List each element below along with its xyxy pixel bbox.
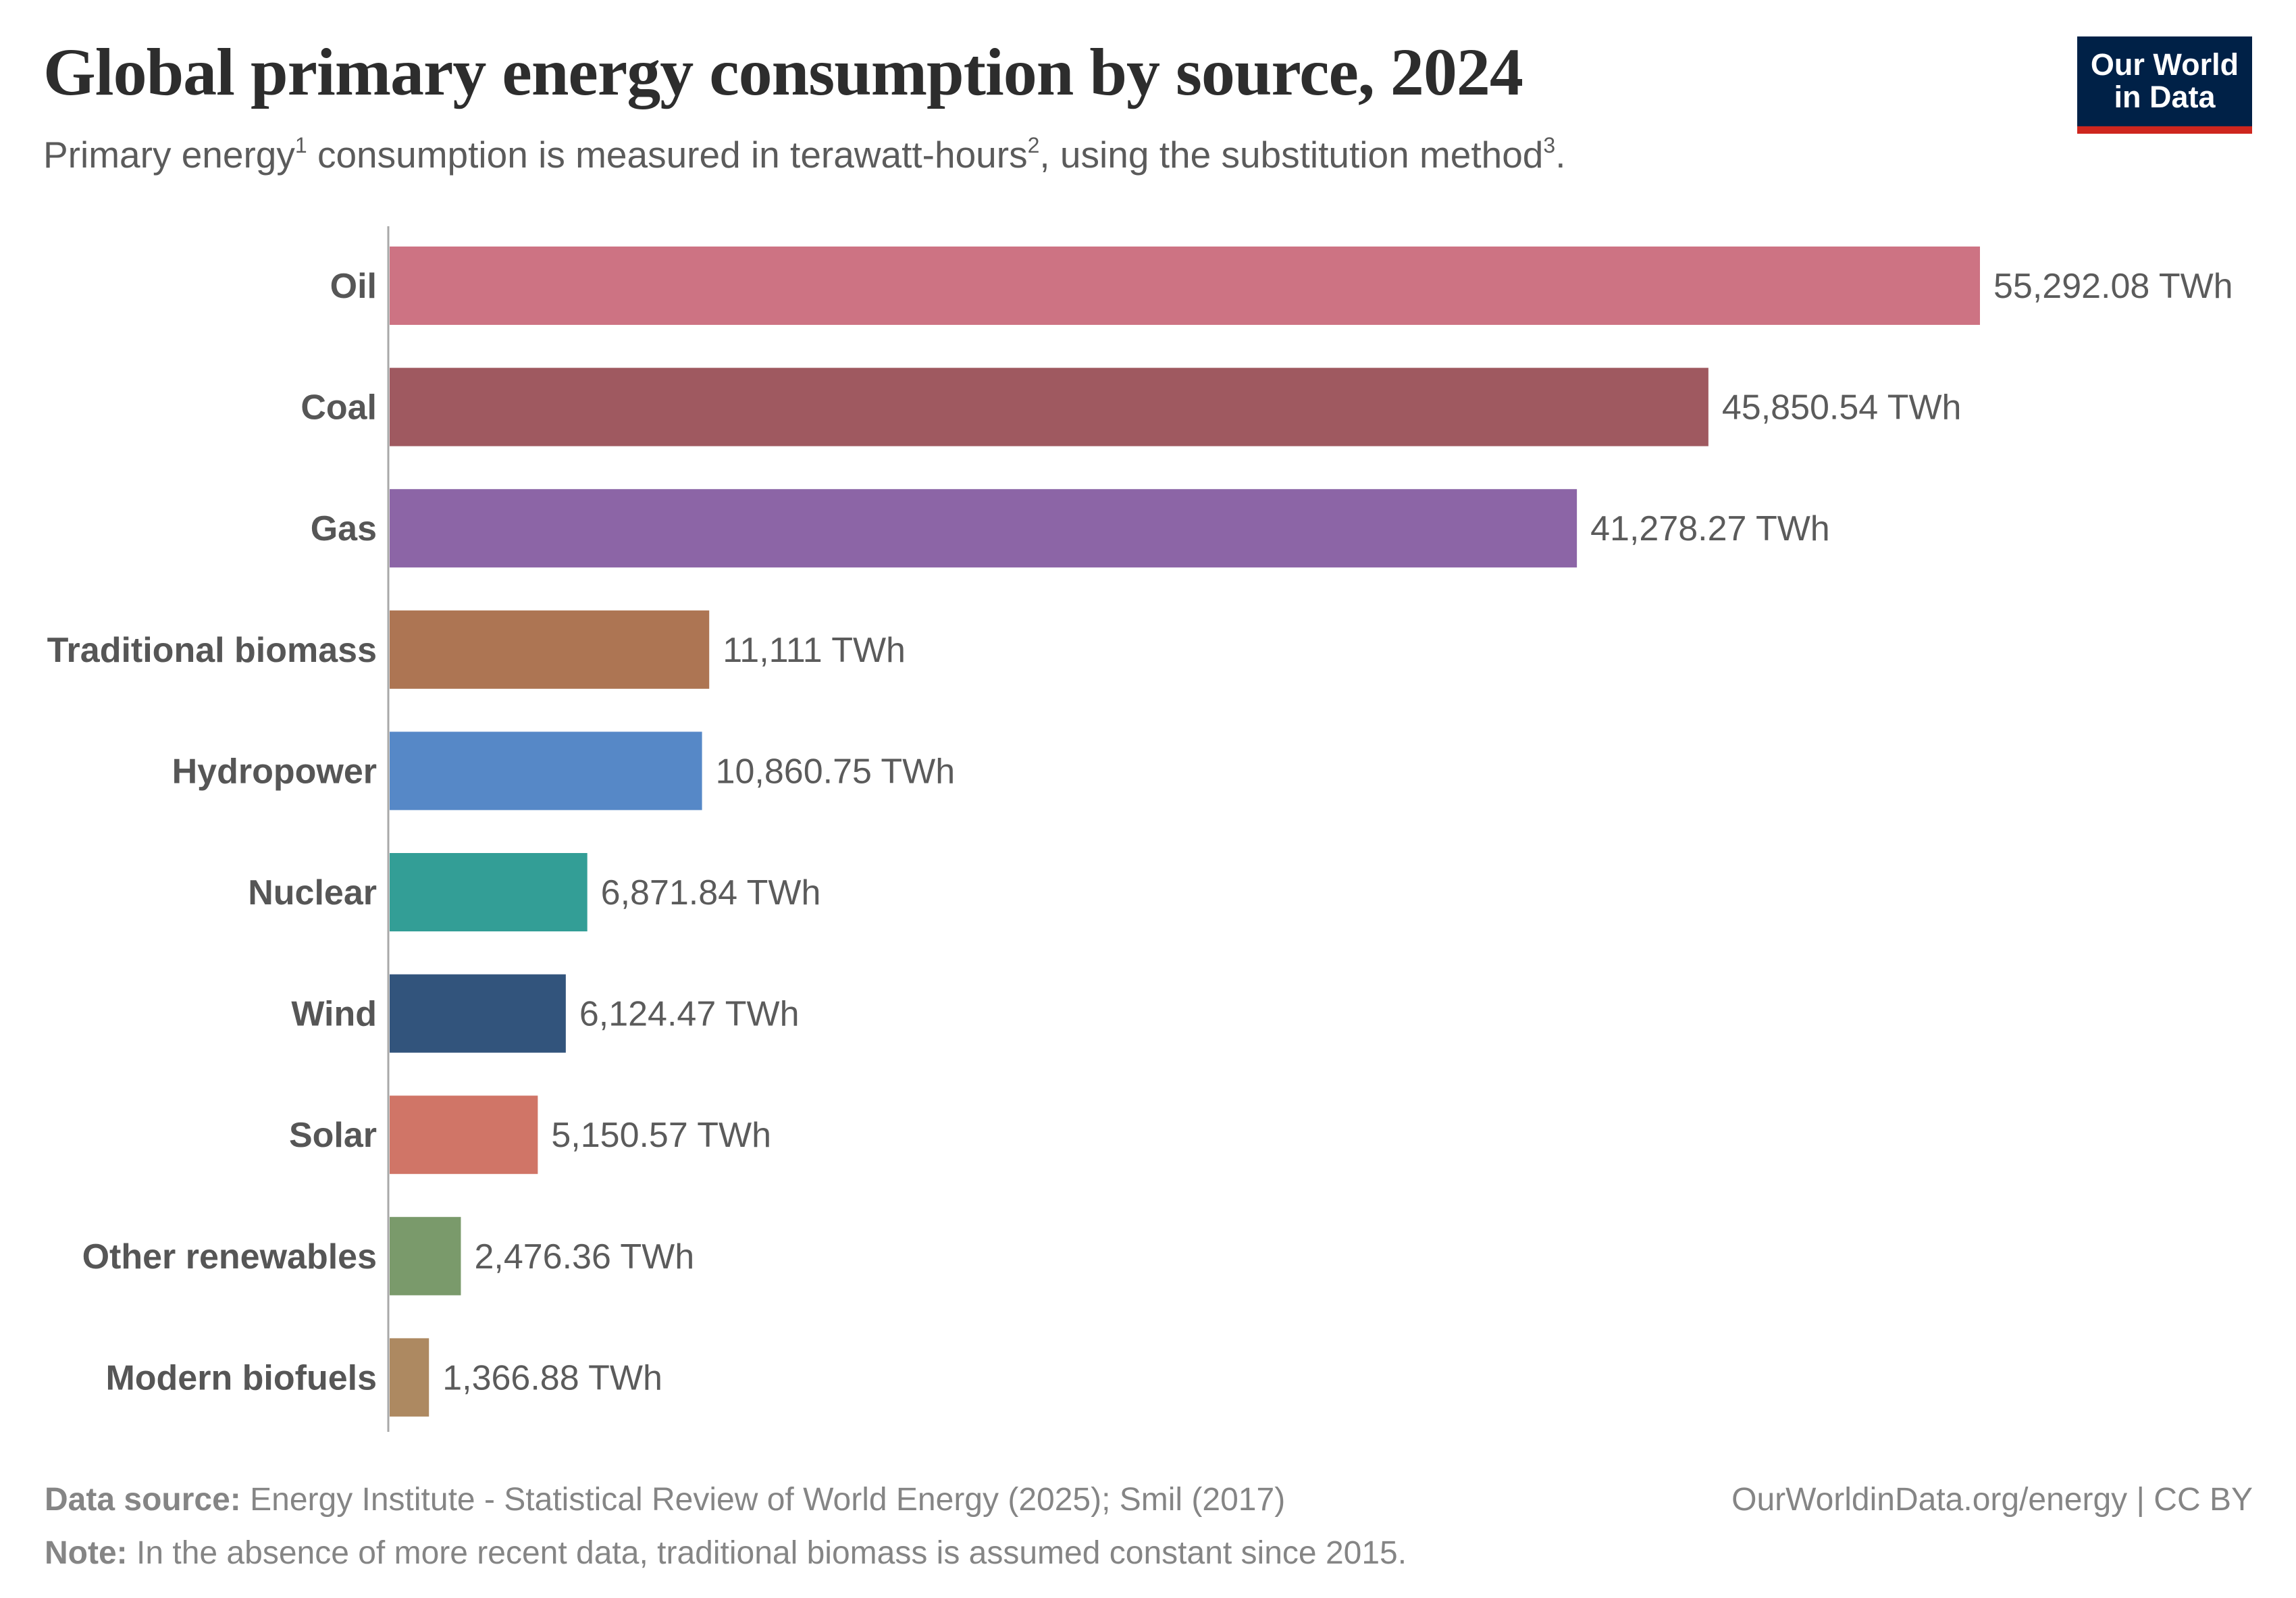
credit-link[interactable]: OurWorldinData.org/energy | CC BY [1731,1482,2253,1518]
value-label: 2,476.36 TWh [474,1237,694,1277]
category-label: Modern biofuels [105,1358,377,1397]
note-text: In the absence of more recent data, trad… [127,1535,1407,1571]
chart-subtitle: Primary energy1 consumption is measured … [43,132,1565,177]
category-label: Oil [330,267,377,306]
bar-gas[interactable] [390,489,1577,568]
bar-row[interactable]: Other renewables 2,476.36 TWh [82,1216,695,1295]
bar-row[interactable]: Solar 5,150.57 TWh [289,1096,771,1175]
subtitle-part: Primary energy [43,134,295,176]
logo-line-1: Our World [2090,47,2239,82]
bar-row[interactable]: Gas 41,278.27 TWh [311,489,1830,568]
value-label: 41,278.27 TWh [1590,509,1830,548]
bars-layer: Oil 55,292.08 TWh Coal 45,850.54 TWh Gas 41,2… [47,247,2233,1417]
data-source-label: Data source: [45,1482,241,1518]
bar-row[interactable]: Oil 55,292.08 TWh [330,247,2233,325]
footnote-ref-1[interactable]: 1 [294,133,307,157]
bar-row[interactable]: Coal 45,850.54 TWh [301,367,1962,446]
value-label: 11,111 TWh [723,631,906,670]
subtitle-part: , using the substitution method [1039,134,1544,176]
value-label: 6,124.47 TWh [579,995,800,1034]
data-source: Data source: Energy Institute - Statisti… [45,1481,1285,1518]
bar-solar[interactable] [390,1096,538,1175]
bar-coal[interactable] [390,367,1708,446]
bar-row[interactable]: Wind 6,124.47 TWh [291,974,800,1053]
bar-nuclear[interactable] [390,853,588,931]
value-label: 45,850.54 TWh [1722,388,1962,428]
data-source-text[interactable]: Energy Institute - Statistical Review of… [240,1482,1286,1518]
category-label: Solar [289,1116,377,1155]
category-label: Coal [301,388,377,428]
category-label: Wind [291,995,377,1034]
subtitle-part: . [1555,134,1566,176]
category-label: Gas [311,509,377,548]
bar-wind[interactable] [390,974,566,1053]
bar-row[interactable]: Hydropower 10,860.75 TWh [172,731,956,810]
value-label: 1,366.88 TWh [442,1358,662,1397]
category-label: Other renewables [82,1237,377,1277]
chart-title: Global primary energy consumption by sou… [43,34,1523,109]
category-label: Traditional biomass [47,631,377,670]
bar-hydropower[interactable] [390,731,702,810]
bar-traditional-biomass[interactable] [390,610,710,689]
chart-note: Note: In the absence of more recent data… [45,1535,1407,1572]
bar-row[interactable]: Traditional biomass 11,111 TWh [47,610,906,689]
value-label: 6,871.84 TWh [601,873,821,912]
subtitle-part: consumption is measured in terawatt-hour… [307,134,1028,176]
footnote-ref-3[interactable]: 3 [1543,133,1556,157]
bar-row[interactable]: Modern biofuels 1,366.88 TWh [105,1338,662,1417]
bar-oil[interactable] [390,247,1980,325]
value-label: 55,292.08 TWh [1993,267,2233,306]
category-label: Hydropower [172,752,377,791]
category-label: Nuclear [248,873,377,912]
value-label: 5,150.57 TWh [551,1116,771,1155]
owid-logo[interactable]: Our World in Data [2077,36,2252,134]
bar-modern-biofuels[interactable] [390,1338,429,1417]
logo-line-2: in Data [2114,80,2216,114]
note-label: Note: [45,1535,128,1571]
bar-other-renewables[interactable] [390,1216,461,1295]
value-label: 10,860.75 TWh [716,752,956,791]
bar-row[interactable]: Nuclear 6,871.84 TWh [248,853,820,931]
footnote-ref-2[interactable]: 2 [1027,133,1040,157]
